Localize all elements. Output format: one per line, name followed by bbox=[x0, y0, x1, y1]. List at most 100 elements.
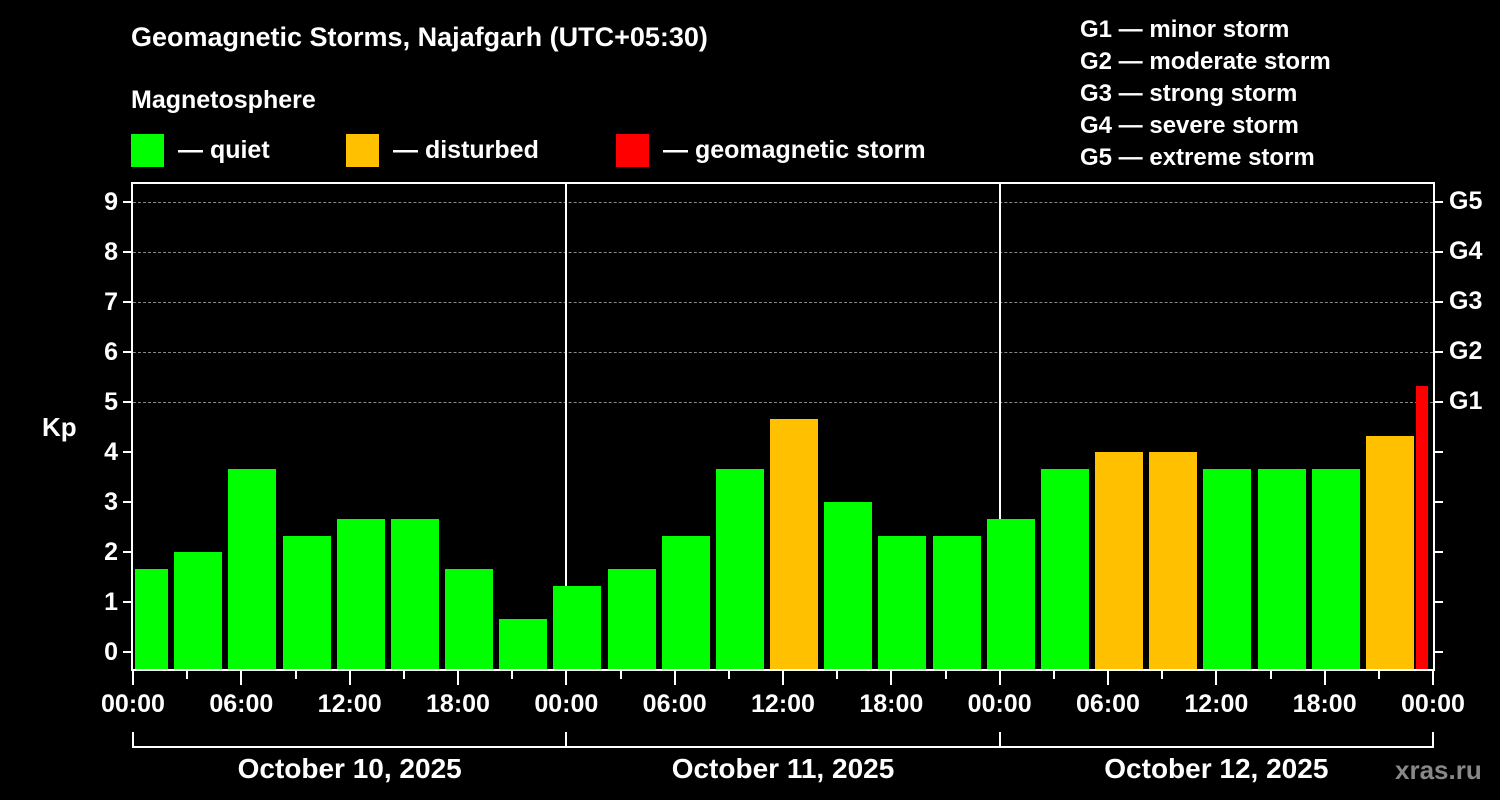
x-tick bbox=[944, 669, 947, 679]
x-tick-label: 06:00 bbox=[1076, 690, 1140, 718]
day-label: October 10, 2025 bbox=[237, 753, 462, 784]
y-tick-label: 2 bbox=[104, 538, 118, 566]
legend-quiet: — quiet bbox=[131, 134, 270, 167]
kp-bar bbox=[1365, 435, 1414, 669]
y-tick-label: 3 bbox=[104, 488, 118, 516]
day-bracket-tick bbox=[1432, 732, 1434, 748]
x-tick bbox=[511, 669, 514, 679]
x-tick-label: 12:00 bbox=[317, 690, 382, 718]
storm-scale-list: G1 — minor storm G2 — moderate storm G3 … bbox=[1080, 14, 1331, 174]
grid-line bbox=[133, 252, 1433, 253]
g-scale-label: G4 bbox=[1449, 237, 1483, 265]
right-y-tick bbox=[1435, 601, 1443, 603]
x-tick bbox=[1052, 669, 1055, 679]
y-tick-label: 4 bbox=[104, 438, 118, 466]
storm-scale-g1: G1 — minor storm bbox=[1080, 16, 1290, 43]
kp-bar bbox=[390, 518, 439, 669]
x-tick bbox=[565, 669, 568, 685]
y-tick-label: 0 bbox=[104, 638, 118, 666]
storm-scale-g3: G3 — strong storm bbox=[1080, 80, 1298, 107]
x-tick-label: 00:00 bbox=[101, 690, 165, 718]
day-separator bbox=[998, 184, 1001, 669]
right-y-tick bbox=[1435, 451, 1443, 453]
x-tick bbox=[673, 669, 676, 685]
kp-bar bbox=[336, 518, 385, 669]
kp-bar bbox=[1311, 468, 1360, 669]
right-y-tick bbox=[1435, 501, 1443, 503]
kp-bar bbox=[282, 535, 331, 669]
y-tick bbox=[123, 251, 131, 253]
right-y-tick bbox=[1435, 651, 1443, 653]
x-tick-label: 18:00 bbox=[859, 690, 924, 718]
kp-bar bbox=[1416, 385, 1428, 669]
x-tick bbox=[619, 669, 622, 679]
x-tick bbox=[402, 669, 405, 679]
x-tick bbox=[1432, 669, 1434, 685]
plot-area bbox=[131, 182, 1435, 671]
x-tick bbox=[890, 669, 893, 685]
kp-bar bbox=[770, 418, 818, 669]
kp-bar bbox=[607, 568, 656, 669]
right-y-tick bbox=[1435, 401, 1443, 403]
kp-bar bbox=[661, 535, 710, 669]
y-tick-label: 6 bbox=[104, 338, 118, 366]
kp-bar bbox=[932, 535, 981, 669]
y-tick-label: 5 bbox=[104, 388, 118, 416]
kp-bar bbox=[986, 518, 1035, 669]
y-tick-label: 8 bbox=[104, 238, 118, 266]
grid-line bbox=[133, 352, 1433, 353]
kp-bar bbox=[135, 568, 168, 669]
y-tick-label: 7 bbox=[104, 288, 118, 316]
kp-bar bbox=[445, 568, 493, 669]
legend-disturbed: — disturbed bbox=[346, 134, 539, 167]
chart-title: Geomagnetic Storms, Najafgarh (UTC+05:30… bbox=[131, 22, 708, 52]
chart-subtitle: Magnetosphere bbox=[131, 86, 316, 114]
x-tick-label: 00:00 bbox=[967, 690, 1032, 718]
y-tick-label: 9 bbox=[104, 188, 118, 216]
x-tick-label: 18:00 bbox=[1292, 690, 1357, 718]
y-tick bbox=[123, 501, 131, 503]
x-tick bbox=[1215, 669, 1218, 685]
kp-bar bbox=[1257, 468, 1306, 669]
x-tick bbox=[294, 669, 297, 679]
disturbed-swatch-icon bbox=[346, 134, 379, 167]
kp-bar bbox=[715, 468, 764, 669]
grid-line bbox=[133, 202, 1433, 203]
right-y-tick bbox=[1435, 201, 1443, 203]
kp-bar bbox=[1040, 468, 1089, 669]
day-bracket-tick bbox=[998, 732, 1001, 748]
storm-scale-g2: G2 — moderate storm bbox=[1080, 48, 1331, 75]
x-tick-label: 12:00 bbox=[751, 690, 815, 718]
day-label: October 11, 2025 bbox=[671, 753, 895, 784]
grid-line bbox=[133, 302, 1433, 303]
x-tick-label: 00:00 bbox=[534, 690, 599, 718]
kp-bar bbox=[499, 618, 548, 669]
g-scale-label: G2 bbox=[1449, 337, 1483, 365]
y-tick bbox=[123, 651, 131, 653]
storm-scale-g4: G4 — severe storm bbox=[1080, 112, 1299, 139]
grid-line bbox=[133, 402, 1433, 403]
kp-bar bbox=[824, 502, 873, 669]
legend-storm-label: — geomagnetic storm bbox=[663, 136, 926, 164]
x-tick bbox=[1323, 669, 1326, 685]
quiet-swatch-icon bbox=[131, 134, 164, 167]
kp-bar bbox=[1149, 452, 1198, 669]
right-y-tick bbox=[1435, 551, 1443, 553]
x-tick-label: 06:00 bbox=[642, 690, 707, 718]
y-axis-label: Kp bbox=[42, 412, 77, 442]
x-tick-label: 18:00 bbox=[426, 690, 490, 718]
storm-swatch-icon bbox=[616, 134, 649, 167]
y-tick bbox=[123, 301, 131, 303]
right-y-tick bbox=[1435, 251, 1443, 253]
y-tick bbox=[123, 401, 131, 403]
x-tick bbox=[240, 669, 243, 685]
x-tick bbox=[186, 669, 189, 679]
x-tick bbox=[782, 669, 784, 685]
kp-bar bbox=[1203, 468, 1252, 669]
kp-bar bbox=[1095, 452, 1143, 669]
x-tick-label: 06:00 bbox=[209, 690, 274, 718]
x-tick bbox=[727, 669, 730, 679]
day-bracket-tick bbox=[565, 732, 568, 748]
day-bracket-tick bbox=[132, 732, 134, 748]
x-tick bbox=[1269, 669, 1272, 679]
